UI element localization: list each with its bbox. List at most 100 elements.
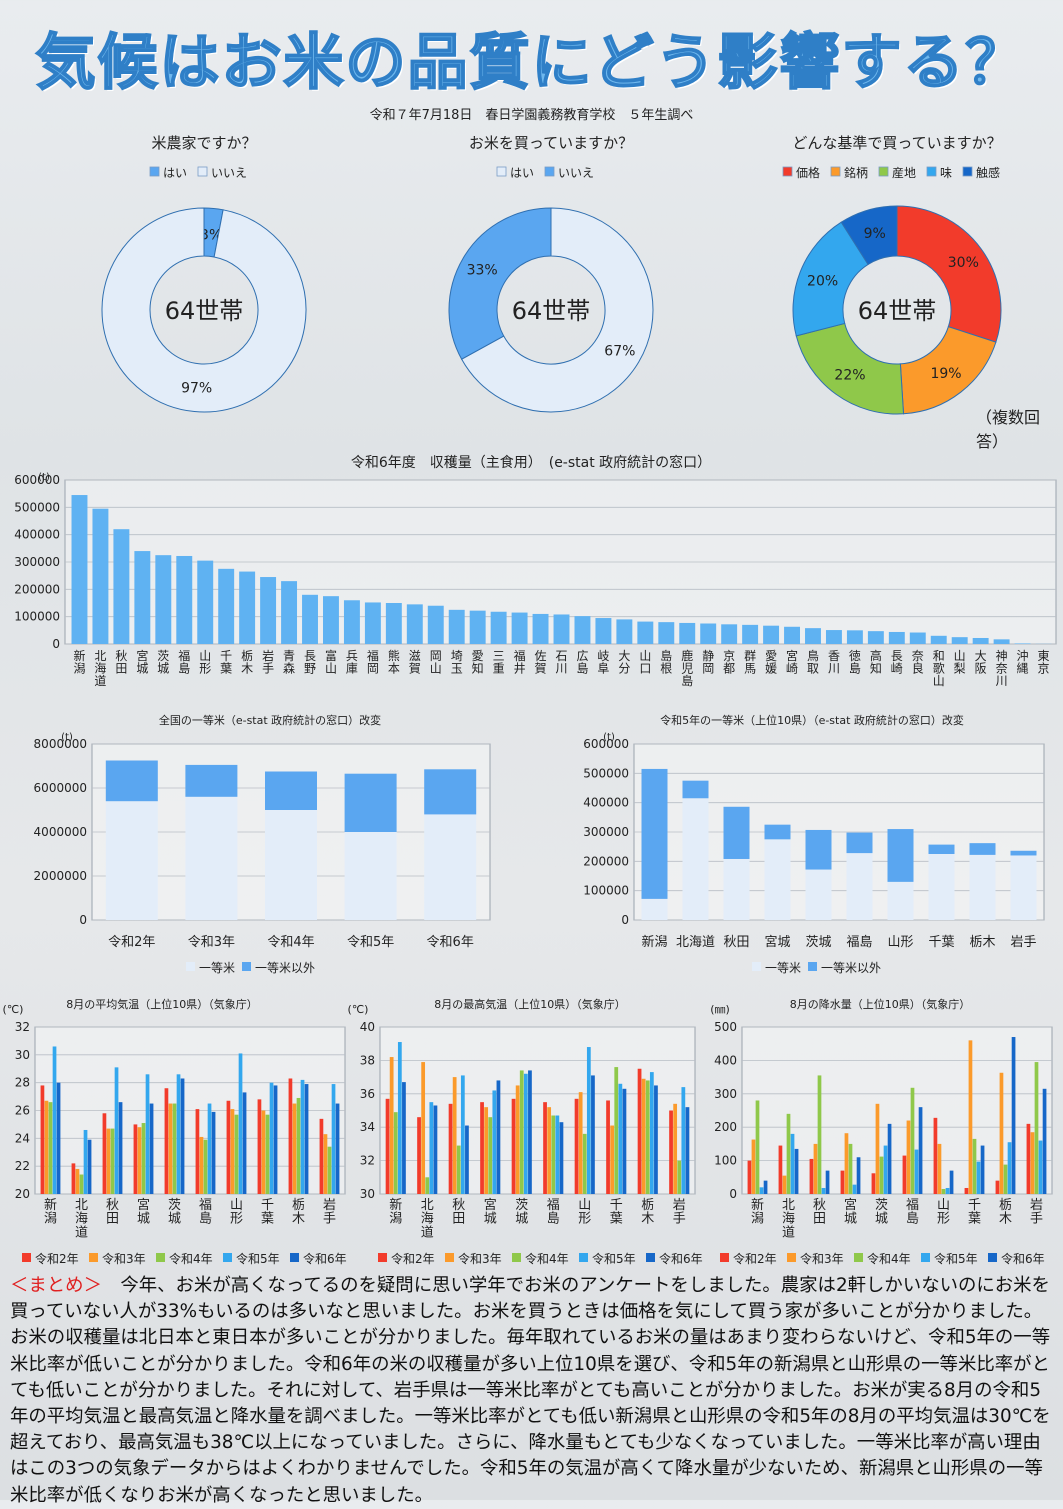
group8-bar-0-1 [752,1140,756,1194]
group6-bar-4-3 [177,1074,181,1194]
group8-bar-7-2 [973,1139,977,1194]
stack4-bar-1-1 [185,765,237,797]
group8-bar-8-2 [1004,1165,1008,1194]
harvest-bar-17 [428,606,444,644]
group8-unit: (㎜) [710,1003,730,1016]
stack5-xtick-8: 栃木 [969,935,995,950]
group8-bar-1-0 [779,1146,783,1194]
stack5-legend-1-swatch [808,962,817,971]
stack5-bar-6-1 [888,829,914,882]
group8-bar-5-2 [911,1088,915,1194]
donut1-legend-0-label: はい [510,166,534,180]
group8-bar-3-3 [853,1185,857,1194]
harvest-ytick-6: 600000 [14,473,60,487]
harvest-xtick-16-1: 賀 [409,662,421,676]
group7-xtick-8-1: 木 [641,1212,654,1227]
harvest-bar-29 [679,623,695,644]
stack4-bar-3-1 [345,774,397,832]
harvest-bar-18 [449,610,465,644]
stack5-bar-4-0 [806,870,832,920]
group8-bar-2-0 [810,1159,814,1194]
group8-xtick-6-1: 形 [937,1212,950,1227]
stack5-bar-5-1 [847,833,873,854]
group6-xtick-5-1: 島 [199,1212,212,1227]
group7-bar-2-4 [465,1126,469,1194]
harvest-xtick-4-1: 城 [157,662,169,676]
stack5-ytick-3: 300000 [583,825,629,839]
group6-ytick-0: 20 [15,1187,30,1201]
group6-bar-8-3 [301,1080,305,1194]
group8-bar-6-2 [942,1189,946,1194]
group8-ytick-3: 300 [714,1087,737,1101]
harvest-ytick-0: 0 [52,637,60,651]
group6-bar-0-0 [41,1085,45,1194]
harvest-bar-6 [197,561,213,644]
group6-legend-2-swatch [156,1253,165,1262]
harvest-bar-41 [931,636,947,644]
group7-bar-4-2 [520,1070,524,1194]
group6-legend-0-swatch [22,1253,31,1262]
donut0-center: 64世帯 [165,297,244,325]
harvest-bar-26 [616,619,632,644]
group7-ytick-0: 30 [360,1187,375,1201]
group6-legend-4-swatch [290,1253,299,1262]
harvest-bar-16 [407,604,423,644]
stack4-bar-3-0 [345,832,397,920]
harvest-bar-5 [176,556,192,644]
group6-legend-0-label: 令和2年 [35,1251,79,1266]
group7-bar-4-0 [512,1099,516,1194]
harvest-xtick-10-1: 森 [283,661,295,676]
harvest-title: 令和6年度 収穫量（主食用） (e-stat 政府統計の窓口） [351,454,711,471]
group6-bar-7-0 [258,1099,262,1194]
harvest-bar-2 [113,529,129,644]
harvest-xtick-1-2: 道 [94,674,106,688]
group6-title: 8月の平均気温（上位10県）（気象庁） [66,997,258,1011]
group8-bar-0-4 [764,1181,768,1194]
stack5-bar-8-1 [970,843,996,855]
harvest-xtick-30-1: 岡 [702,662,714,676]
group7-bar-3-4 [497,1080,501,1194]
group6-ytick-1: 22 [15,1159,30,1173]
stack5-bar-6-0 [888,882,914,920]
group8-legend-4-swatch [988,1253,997,1262]
group8-legend-3-label: 令和5年 [934,1251,978,1266]
group7-ytick-1: 32 [360,1154,375,1168]
harvest-xtick-40-1: 良 [912,661,924,676]
group7-xtick-5-1: 島 [547,1212,560,1227]
group7-bar-4-1 [516,1085,520,1194]
summary-paragraph: ＜まとめ＞ 今年、お米が高くなってるのを疑問に思い学年でお米のアンケートをしまし… [10,1273,1058,1509]
group6-xtick-1-2: 道 [75,1225,88,1240]
stack5-bar-5-0 [847,853,873,920]
harvest-bar-19 [470,611,486,644]
harvest-xtick-26-1: 分 [618,662,630,676]
group6-ytick-3: 26 [15,1104,30,1118]
group6-xtick-3-0: 宮 [137,1197,150,1213]
donut2-legend-2-swatch [879,167,888,176]
group8-bar-7-1 [969,1040,973,1194]
group6-bar-3-4 [150,1104,154,1194]
harvest-xtick-31-1: 都 [723,662,735,676]
harvest-bar-24 [574,616,590,644]
group8-title: 8月の降水量（上位10県）（気象庁） [790,997,971,1011]
group8-ytick-1: 100 [714,1154,737,1168]
group7-xtick-3-1: 城 [484,1212,497,1227]
group7-bar-2-0 [449,1104,453,1194]
stack4-bar-2-0 [265,810,317,920]
group8-bar-8-3 [1008,1142,1012,1194]
harvest-bar-44 [994,639,1010,644]
harvest-xtick-42-1: 梨 [954,662,966,676]
group6-legend-1-label: 令和3年 [102,1251,146,1266]
group6-legend-2-label: 令和4年 [169,1251,213,1266]
stack4-xtick-3: 令和5年 [347,935,394,950]
group8-bar-1-2 [787,1114,791,1194]
group6-xtick-0-1: 潟 [44,1212,57,1227]
stack4-bar-2-1 [265,772,317,811]
group8-bar-4-0 [872,1173,876,1194]
group6-xtick-8-1: 木 [292,1212,305,1227]
harvest-xtick-6-1: 形 [199,662,211,676]
harvest-xtick-18-1: 玉 [451,662,463,676]
stack5-bar-0-0 [642,899,668,920]
harvest-bar-22 [533,614,549,644]
donut0-legend-1-label: いいえ [211,166,247,180]
harvest-bar-35 [805,628,821,644]
